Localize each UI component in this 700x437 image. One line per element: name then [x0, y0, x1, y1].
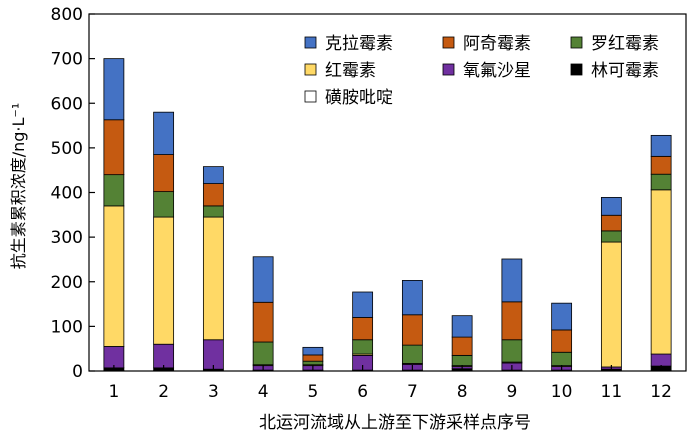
x-tick-label-4: 4 [258, 382, 269, 402]
bar-segment-4-s4 [252, 341, 274, 366]
bar-segment-7-s5 [401, 314, 423, 346]
bar-segment-12-s4 [650, 173, 672, 191]
bar-segment-1-s3 [103, 205, 125, 347]
x-axis-label: 北运河流域从上游至下游采样点序号 [259, 413, 531, 433]
bar-segment-8-s6 [451, 315, 473, 338]
x-tick-label-2: 2 [158, 382, 169, 402]
legend-label-5: 林可霉素 [591, 61, 659, 81]
bar-segment-2-s4 [153, 191, 175, 218]
bar-segment-2-s3 [153, 216, 175, 345]
bar-segment-12-s6 [650, 134, 672, 157]
legend-swatch-3 [304, 63, 317, 76]
bar-segment-11-s3 [600, 241, 622, 368]
bar-segment-9-s4 [501, 339, 523, 363]
bar-segment-2-s5 [153, 154, 175, 193]
legend-label-6: 磺胺吡啶 [325, 88, 393, 108]
bar-segment-8-s4 [451, 354, 473, 367]
bar-segment-3-s4 [202, 205, 224, 218]
y-tick-label-0: 0 [72, 362, 83, 382]
legend-swatch-6 [304, 90, 317, 103]
legend-label-4: 氧氟沙星 [463, 61, 531, 81]
bar-segment-6-s5 [352, 317, 374, 341]
bar-segment-11-s6 [600, 197, 622, 216]
bar-segment-1-s2 [103, 346, 125, 369]
bar-segment-8-s5 [451, 336, 473, 356]
legend-label-1: 阿奇霉素 [463, 34, 531, 54]
y-tick-label-300: 300 [51, 228, 83, 248]
legend-swatch-2 [570, 36, 583, 49]
bar-segment-11-s4 [600, 230, 622, 243]
bar-segment-6-s6 [352, 291, 374, 318]
y-tick-label-800: 800 [51, 5, 83, 25]
x-tick-label-7: 7 [407, 382, 418, 402]
bar-segment-5-s5 [302, 354, 324, 362]
y-tick-label-100: 100 [51, 317, 83, 337]
bar-segment-7-s4 [401, 344, 423, 364]
bar-segment-7-s6 [401, 280, 423, 316]
legend-swatch-4 [442, 63, 455, 76]
y-tick-label-500: 500 [51, 139, 83, 159]
bar-segment-12-s5 [650, 155, 672, 175]
bar-segment-10-s4 [551, 351, 573, 367]
bar-segment-10-s5 [551, 329, 573, 353]
y-tick-label-200: 200 [51, 273, 83, 293]
bar-segment-9-s6 [501, 258, 523, 303]
x-tick-label-9: 9 [506, 382, 517, 402]
x-tick-label-10: 10 [551, 382, 573, 402]
bar-segment-12-s2 [650, 353, 672, 367]
legend-label-2: 罗红霉素 [591, 34, 659, 54]
bar-segment-4-s6 [252, 256, 274, 303]
x-tick-label-5: 5 [307, 382, 318, 402]
x-tick-label-3: 3 [208, 382, 219, 402]
legend-swatch-1 [442, 36, 455, 49]
bar-segment-1-s4 [103, 174, 125, 207]
bar-segment-5-s6 [302, 346, 324, 356]
bar-segment-5-s4 [302, 360, 324, 366]
bar-segment-10-s6 [551, 302, 573, 331]
bar-segment-3-s3 [202, 216, 224, 341]
bar-segment-3-s5 [202, 183, 224, 207]
bar-segment-1-s5 [103, 119, 125, 176]
legend-label-0: 克拉霉素 [325, 34, 393, 54]
legend-swatch-5 [570, 63, 583, 76]
bar-segment-2-s2 [153, 343, 175, 369]
y-tick-label-700: 700 [51, 50, 83, 70]
bar-segment-3-s2 [202, 339, 224, 370]
y-tick-label-600: 600 [51, 94, 83, 114]
bar-segment-12-s3 [650, 189, 672, 355]
y-tick-label-400: 400 [51, 184, 83, 204]
x-tick-label-12: 12 [650, 382, 672, 402]
bar-segment-1-s6 [103, 58, 125, 121]
bar-segment-3-s6 [202, 166, 224, 184]
bar-segment-11-s5 [600, 214, 622, 232]
bar-segment-2-s6 [153, 111, 175, 155]
legend-label-3: 红霉素 [325, 61, 376, 81]
bar-segment-4-s5 [252, 301, 274, 343]
bar-segment-9-s5 [501, 301, 523, 341]
x-tick-label-11: 11 [601, 382, 623, 402]
bar-segment-6-s4 [352, 339, 374, 355]
legend-swatch-0 [304, 36, 317, 49]
y-axis-label: 抗生素累积浓度/ng·L⁻¹ [9, 103, 28, 270]
x-tick-label-1: 1 [108, 382, 119, 402]
x-tick-label-6: 6 [357, 382, 368, 402]
x-tick-label-8: 8 [457, 382, 468, 402]
